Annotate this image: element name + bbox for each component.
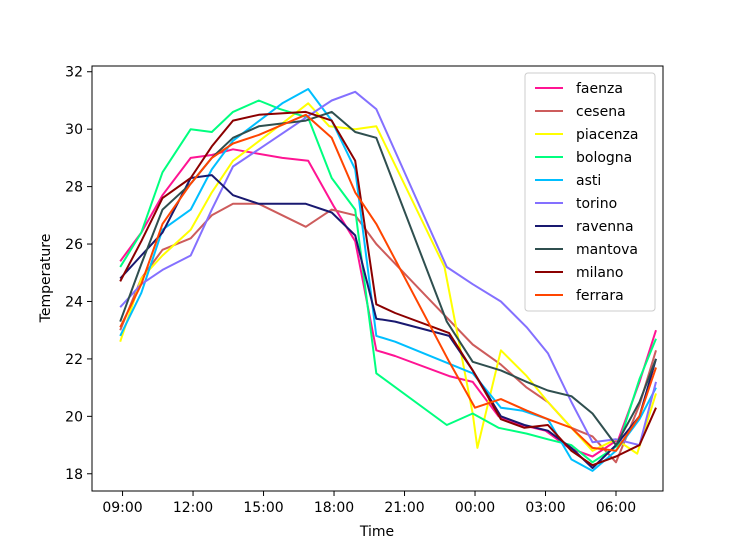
- x-tick-label: 00:00: [455, 500, 495, 516]
- y-tick-label: 24: [65, 294, 83, 310]
- x-tick-label: 09:00: [102, 500, 142, 516]
- legend-label-asti: asti: [576, 173, 601, 189]
- y-tick-label: 22: [65, 352, 83, 368]
- legend-label-ravenna: ravenna: [576, 219, 634, 235]
- legend-label-faenza: faenza: [576, 81, 623, 97]
- x-tick-label: 15:00: [243, 500, 283, 516]
- series-line-ferrara: [119, 113, 657, 452]
- x-tick-label: 03:00: [525, 500, 565, 516]
- y-tick-label: 18: [65, 467, 83, 483]
- x-tick-label: 06:00: [596, 500, 636, 516]
- legend-label-torino: torino: [576, 196, 617, 212]
- series-line-asti: [119, 88, 657, 472]
- series-line-bologna: [119, 99, 657, 464]
- legend-label-ferrara: ferrara: [576, 288, 624, 304]
- x-tick-label: 21:00: [384, 500, 424, 516]
- x-axis: 09:00 12:00 15:00 18:00 21:00 00:00 03:00 06:00: [102, 491, 636, 516]
- series-line-milano: [119, 110, 657, 467]
- legend-label-mantova: mantova: [576, 242, 638, 258]
- y-tick-label: 32: [65, 65, 83, 81]
- legend: faenza cesena piacenza bologna asti torino rav…: [524, 72, 656, 312]
- y-tick-label: 20: [65, 409, 83, 425]
- y-axis: 18 20 22 24 26 28 30 32: [65, 65, 92, 483]
- y-tick-label: 28: [65, 180, 83, 196]
- x-axis-label: Time: [359, 524, 394, 540]
- legend-label-piacenza: piacenza: [576, 127, 638, 143]
- x-tick-label: 18:00: [314, 500, 354, 516]
- series-line-piacenza: [119, 102, 657, 455]
- legend-label-cesena: cesena: [576, 104, 626, 120]
- y-tick-label: 26: [65, 237, 83, 253]
- legend-label-bologna: bologna: [576, 150, 632, 166]
- plot-frame: [91, 65, 664, 492]
- y-tick-label: 30: [65, 122, 83, 138]
- x-tick-label: 12:00: [173, 500, 213, 516]
- legend-box: [524, 72, 656, 312]
- series-lines: [119, 88, 657, 472]
- legend-label-milano: milano: [576, 265, 623, 281]
- series-line-cesena: [119, 202, 657, 464]
- y-axis-label: Temperature: [38, 234, 54, 324]
- series-line-torino: [119, 90, 657, 447]
